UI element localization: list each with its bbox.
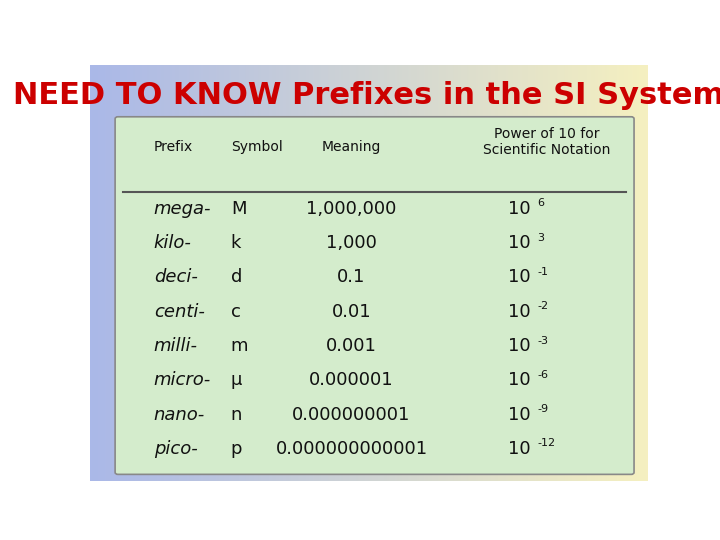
Text: n: n: [231, 406, 242, 423]
Text: 10: 10: [508, 268, 531, 286]
Text: 10: 10: [508, 406, 531, 423]
Text: pico-: pico-: [154, 440, 197, 458]
Text: -9: -9: [537, 404, 548, 414]
Text: micro-: micro-: [154, 372, 211, 389]
Text: 0.01: 0.01: [332, 303, 372, 321]
Text: p: p: [231, 440, 243, 458]
Text: 10: 10: [508, 200, 531, 218]
Text: M: M: [231, 200, 246, 218]
Text: 0.000000001: 0.000000001: [292, 406, 410, 423]
Text: 10: 10: [508, 234, 531, 252]
Text: centi-: centi-: [154, 303, 204, 321]
Text: 0.000000000001: 0.000000000001: [276, 440, 428, 458]
Text: -2: -2: [537, 301, 548, 311]
Text: milli-: milli-: [154, 337, 198, 355]
Text: 1,000,000: 1,000,000: [306, 200, 397, 218]
Text: 3: 3: [537, 233, 544, 242]
FancyBboxPatch shape: [115, 117, 634, 474]
Text: 10: 10: [508, 303, 531, 321]
Text: 0.000001: 0.000001: [309, 372, 394, 389]
Text: m: m: [231, 337, 248, 355]
Text: -3: -3: [537, 335, 548, 346]
Text: 0.1: 0.1: [337, 268, 366, 286]
Text: -1: -1: [537, 267, 548, 277]
Text: nano-: nano-: [154, 406, 205, 423]
Text: kilo-: kilo-: [154, 234, 192, 252]
Text: -6: -6: [537, 370, 548, 380]
Text: k: k: [231, 234, 241, 252]
Text: d: d: [231, 268, 242, 286]
Text: deci-: deci-: [154, 268, 198, 286]
Text: 10: 10: [508, 440, 531, 458]
Text: 10: 10: [508, 337, 531, 355]
Text: mega-: mega-: [154, 200, 212, 218]
Text: Prefix: Prefix: [154, 140, 193, 154]
Text: NEED TO KNOW Prefixes in the SI System: NEED TO KNOW Prefixes in the SI System: [14, 82, 720, 111]
Text: c: c: [231, 303, 240, 321]
Text: 1,000: 1,000: [326, 234, 377, 252]
Text: Symbol: Symbol: [231, 140, 282, 154]
Text: Power of 10 for
Scientific Notation: Power of 10 for Scientific Notation: [483, 127, 611, 157]
Text: μ: μ: [231, 372, 242, 389]
Text: -12: -12: [537, 438, 555, 449]
Text: 10: 10: [508, 372, 531, 389]
Text: 6: 6: [537, 198, 544, 208]
Text: 0.001: 0.001: [326, 337, 377, 355]
Text: Meaning: Meaning: [322, 140, 381, 154]
